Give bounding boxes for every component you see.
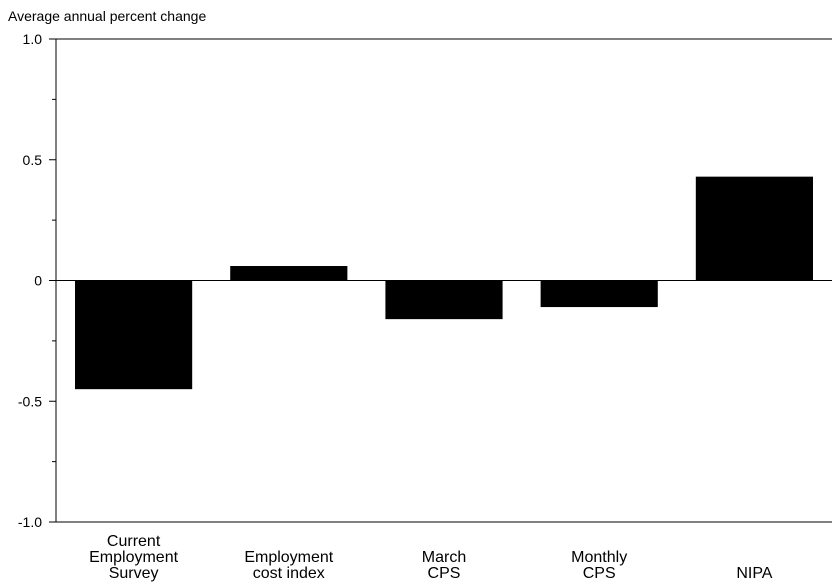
- category-label: NIPA: [736, 565, 772, 582]
- category-label: cost index: [253, 565, 325, 582]
- bar: [540, 280, 658, 308]
- bar: [695, 176, 813, 281]
- bar: [230, 266, 348, 281]
- category-label: Employment: [89, 549, 178, 566]
- y-tick-label: 0.5: [23, 152, 43, 168]
- y-tick-label: 1.0: [23, 31, 43, 47]
- category-label: Current: [107, 533, 161, 550]
- category-label: March: [422, 549, 466, 566]
- category-label: Survey: [109, 565, 159, 582]
- bar: [385, 280, 503, 320]
- bars: [75, 176, 813, 390]
- y-axis-label: Average annual percent change: [8, 8, 206, 24]
- category-label: Employment: [244, 549, 333, 566]
- y-tick-label: -0.5: [18, 393, 42, 409]
- y-tick-label: -1.0: [18, 514, 42, 530]
- y-tick-label: 0: [34, 273, 42, 289]
- bar: [75, 280, 193, 390]
- category-label: Monthly: [571, 549, 627, 566]
- y-ticks: 1.0 0.5 0 -0.5 -1.0: [18, 31, 56, 530]
- category-label: CPS: [428, 565, 461, 582]
- category-label: CPS: [583, 565, 616, 582]
